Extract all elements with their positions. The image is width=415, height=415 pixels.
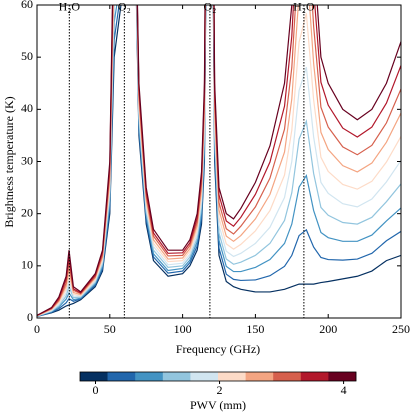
x-tick-label: 100 bbox=[174, 322, 192, 336]
y-tick-label: 60 bbox=[21, 0, 33, 11]
reference-label: H₂O bbox=[59, 0, 81, 13]
y-tick-label: 40 bbox=[21, 101, 33, 115]
colorbar-tick-label: 4 bbox=[341, 383, 347, 397]
x-tick-label: 50 bbox=[104, 322, 116, 336]
x-tick-label: 0 bbox=[34, 322, 40, 336]
reference-label: O₂ bbox=[203, 0, 216, 13]
y-axis-label: Brightness temperature (K) bbox=[2, 96, 16, 227]
colorbar-label: PWV (mm) bbox=[190, 398, 246, 412]
y-tick-label: 50 bbox=[21, 49, 33, 63]
series-line bbox=[37, 5, 401, 316]
x-tick-label: 150 bbox=[246, 322, 264, 336]
colorbar-swatch bbox=[300, 372, 329, 381]
colorbar-swatch bbox=[245, 372, 274, 381]
x-tick-label: 250 bbox=[392, 322, 410, 336]
y-tick-label: 10 bbox=[21, 258, 33, 272]
series-line bbox=[37, 5, 401, 318]
reference-label: O₂ bbox=[118, 0, 131, 13]
x-tick-label: 200 bbox=[319, 322, 337, 336]
colorbar-frame bbox=[79, 371, 357, 382]
colorbar-swatch bbox=[135, 372, 164, 381]
y-tick-label: 0 bbox=[27, 310, 33, 324]
reference-label: H₂O bbox=[293, 0, 315, 13]
series-line bbox=[37, 5, 401, 316]
series-line bbox=[37, 5, 401, 317]
plot-frame bbox=[36, 4, 402, 319]
colorbar-swatch bbox=[273, 372, 302, 381]
y-tick-label: 30 bbox=[21, 153, 33, 167]
colorbar-swatch bbox=[107, 372, 136, 381]
colorbar-swatch bbox=[328, 372, 357, 381]
x-axis-label: Frequency (GHz) bbox=[176, 342, 260, 356]
colorbar-tick-label: 0 bbox=[93, 383, 99, 397]
plot-lines bbox=[37, 5, 401, 318]
series-line bbox=[37, 5, 401, 317]
series-line bbox=[37, 5, 401, 318]
colorbar-tick-label: 2 bbox=[217, 383, 223, 397]
series-line bbox=[37, 5, 401, 316]
colorbar-swatch bbox=[190, 372, 219, 381]
series-line bbox=[37, 5, 401, 318]
colorbar-swatch bbox=[80, 372, 108, 381]
y-tick-label: 20 bbox=[21, 205, 33, 219]
colorbar-swatch bbox=[162, 372, 191, 381]
colorbar-swatch bbox=[218, 372, 246, 381]
series-line bbox=[37, 5, 401, 317]
series-line bbox=[37, 5, 401, 317]
